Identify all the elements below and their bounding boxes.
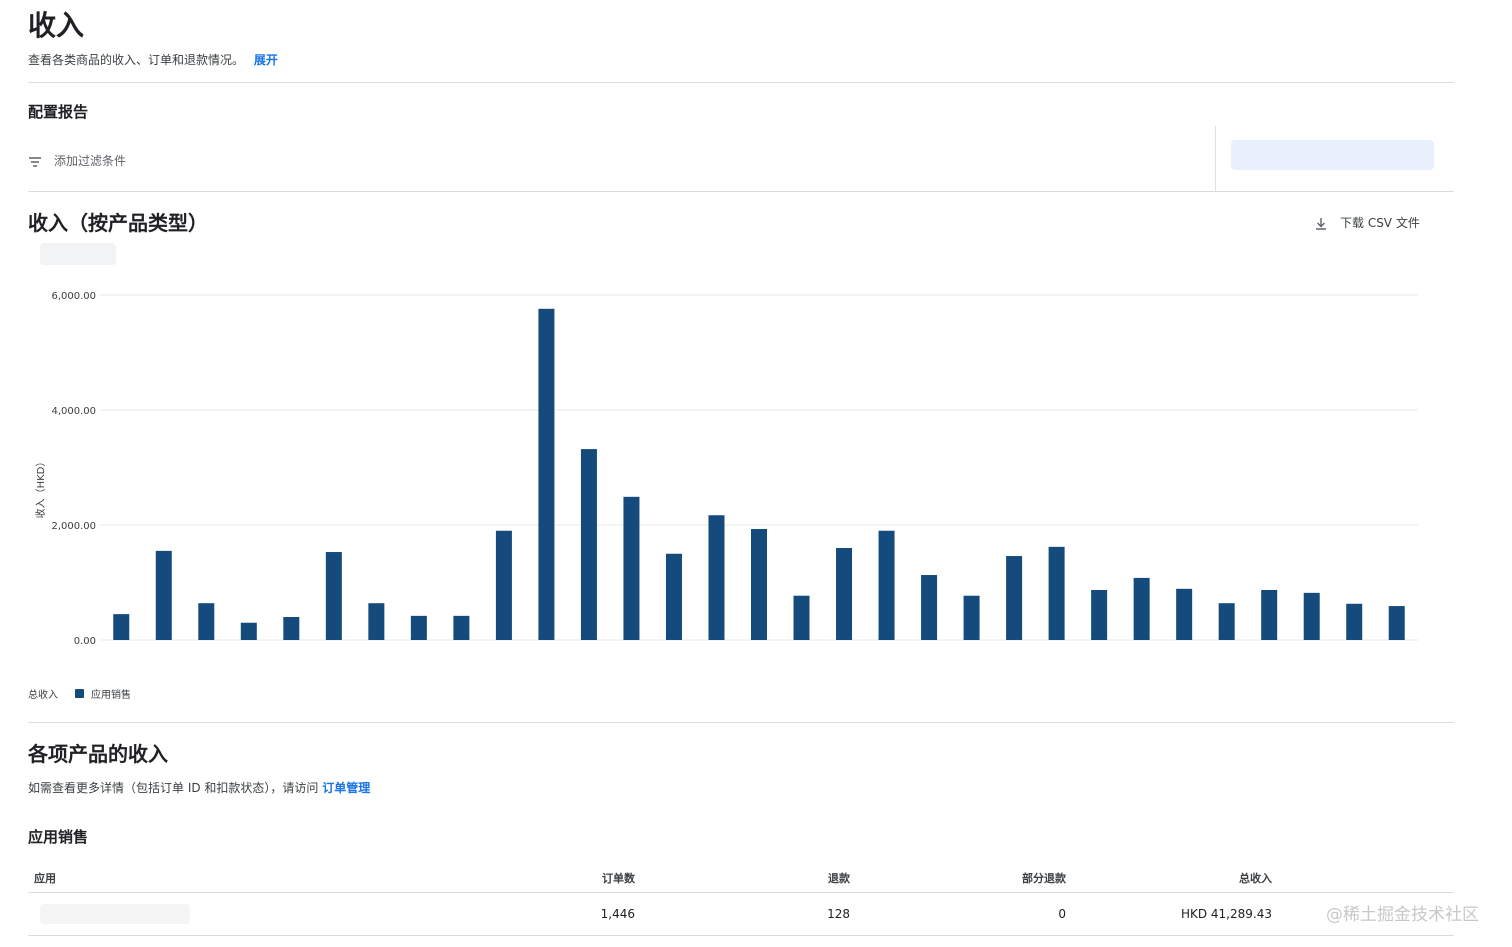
bar	[623, 496, 640, 640]
bar	[1346, 603, 1363, 640]
bar	[198, 603, 215, 640]
download-label: 下载 CSV 文件	[1340, 216, 1420, 230]
products-title: 各项产品的收入	[28, 742, 168, 766]
y-tick-label: 2,000.00	[51, 521, 96, 532]
orders-link[interactable]: 订单管理	[322, 781, 371, 795]
table-header: 总收入	[1239, 872, 1272, 885]
bar	[1388, 606, 1405, 640]
legend-title: 总收入	[28, 688, 58, 701]
bar	[113, 614, 130, 640]
bar	[368, 603, 385, 640]
bar	[665, 553, 682, 640]
bar	[155, 550, 172, 640]
y-tick-label: 0.00	[74, 636, 96, 647]
bar	[1261, 589, 1278, 640]
description-text: 查看各类商品的收入、订单和退款情况。	[28, 53, 245, 67]
description: 查看各类商品的收入、订单和退款情况。 展开	[28, 51, 278, 68]
page-title: 收入	[28, 9, 85, 42]
bar	[538, 308, 555, 640]
expand-link[interactable]: 展开	[253, 53, 278, 67]
filter-icon	[29, 156, 41, 167]
legend-label: 应用销售	[91, 688, 131, 701]
bar	[240, 622, 257, 640]
y-axis-label: 收入（HKD）	[34, 457, 47, 519]
table-cell: 0	[1058, 907, 1066, 921]
y-tick-label: 6,000.00	[51, 291, 96, 302]
products-note: 如需查看更多详情（包括订单 ID 和扣款状态），请访问 订单管理	[28, 779, 370, 796]
download-button[interactable]: 下载 CSV 文件	[1314, 214, 1420, 231]
divider	[28, 82, 1454, 83]
chart: 0.00 2,000.00 4,000.00 6,000.00 收入（HKD） 总收入 应用…	[28, 291, 1418, 701]
bar	[453, 615, 470, 640]
bar	[1218, 603, 1235, 640]
table-header: 退款	[828, 872, 850, 885]
watermark: @稀土掘金技术社区	[1326, 905, 1479, 925]
table-cell: HKD 41,289.43	[1180, 907, 1272, 921]
table-header: 订单数	[602, 872, 635, 885]
bar	[325, 552, 342, 640]
chart-title: 收入（按产品类型）	[28, 211, 208, 235]
bar	[410, 615, 427, 640]
bar	[1176, 588, 1193, 640]
table-cell: 128	[827, 907, 850, 921]
blurred-text	[40, 243, 116, 265]
separator	[1215, 126, 1216, 192]
bar	[495, 530, 512, 640]
blurred-control	[1231, 140, 1434, 170]
bar	[878, 530, 895, 640]
bar	[751, 529, 767, 640]
divider	[28, 191, 1454, 192]
bar	[580, 449, 597, 640]
bar	[921, 575, 938, 640]
divider	[28, 892, 1454, 893]
bar	[1303, 592, 1320, 640]
bar	[963, 595, 980, 640]
products-subtitle: 应用销售	[28, 828, 89, 846]
bar	[793, 595, 810, 640]
bar	[708, 515, 725, 640]
y-tick-label: 4,000.00	[51, 406, 96, 417]
bar	[283, 617, 300, 640]
table-header: 应用	[34, 872, 56, 885]
legend-swatch	[75, 689, 84, 698]
table-header: 部分退款	[1022, 872, 1066, 885]
filter-button[interactable]: 添加过滤条件	[28, 152, 126, 169]
bar	[836, 548, 853, 640]
bar	[1091, 589, 1108, 640]
config-title: 配置报告	[28, 103, 89, 121]
table-cell: 1,446	[600, 907, 635, 921]
download-icon	[1316, 217, 1326, 230]
divider	[28, 935, 1454, 936]
bar	[1006, 556, 1023, 640]
bar	[1133, 577, 1150, 640]
divider	[28, 722, 1454, 723]
bar	[1048, 546, 1065, 640]
note-text: 如需查看更多详情（包括订单 ID 和扣款状态），请访问	[28, 781, 319, 795]
blurred-app-name	[40, 904, 190, 924]
filter-label: 添加过滤条件	[54, 154, 127, 168]
